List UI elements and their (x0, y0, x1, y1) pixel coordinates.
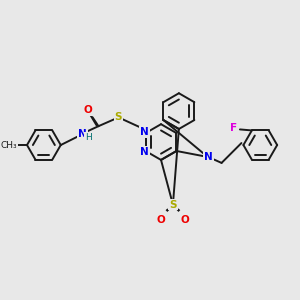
Text: O: O (157, 215, 165, 226)
Text: N: N (140, 127, 149, 137)
Text: N: N (140, 147, 149, 157)
Text: H: H (85, 133, 92, 142)
Text: CH₃: CH₃ (1, 140, 17, 149)
Text: O: O (181, 215, 189, 226)
Text: F: F (230, 123, 238, 134)
Text: N: N (78, 129, 87, 139)
Text: S: S (169, 200, 177, 210)
Text: S: S (115, 112, 122, 122)
Text: O: O (83, 105, 92, 115)
Text: N: N (204, 152, 213, 162)
